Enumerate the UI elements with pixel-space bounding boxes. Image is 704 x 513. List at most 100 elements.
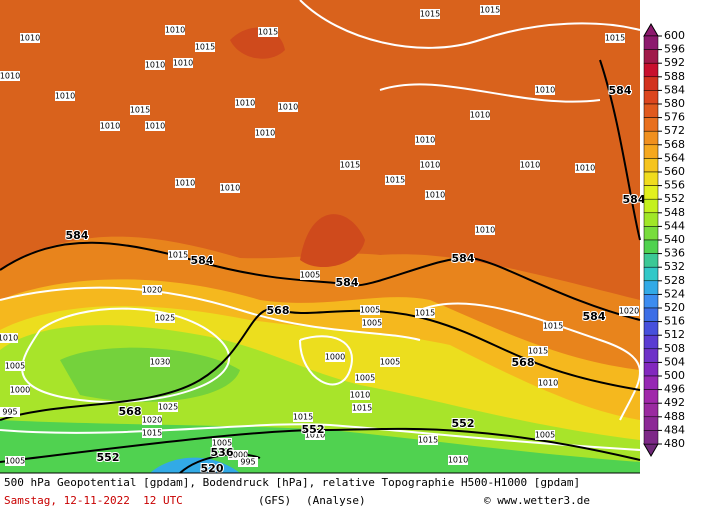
isobar-label-box: [538, 378, 558, 388]
colorbar-bottom-arrow: [643, 443, 659, 457]
isobar-label-box: [305, 430, 325, 440]
footer-date: Samstag, 12-11-2022 12 UTC: [4, 494, 183, 507]
colorbar-label: 564: [664, 151, 685, 164]
isobar-label-box: [362, 318, 382, 328]
isobar-label-box: [543, 321, 563, 331]
isobar-label-box: [415, 135, 435, 145]
isobar-label: 1025: [158, 403, 178, 412]
isobar-label: 1015: [420, 10, 440, 19]
isobar-label: 1005: [360, 306, 380, 315]
isobar-label-box: [258, 27, 278, 37]
colorbar-swatch: [643, 280, 659, 295]
colorbar-swatch: [643, 239, 659, 254]
isobar-label: 1000: [228, 451, 248, 460]
colorbar-swatch: [643, 253, 659, 268]
isobar-label: 1010: [278, 103, 298, 112]
isobar-label: 1010: [538, 379, 558, 388]
isobar-label-box: [158, 402, 178, 412]
isobar-label: 1015: [605, 34, 625, 43]
height-label: 584: [191, 254, 214, 267]
height-label: 552: [302, 423, 325, 436]
isobar-label-box: [175, 178, 195, 188]
isobar-label-box: [535, 430, 555, 440]
footer-run: (Analyse): [306, 494, 366, 507]
isobar-label: 1015: [543, 322, 563, 331]
isobar-label-box: [448, 455, 468, 465]
isobar-label: 1015: [293, 413, 313, 422]
isobar-label: 1005: [300, 271, 320, 280]
isobar-label-box: [528, 346, 548, 356]
isobar-label-box: [293, 412, 313, 422]
isobar-label: 1005: [5, 362, 25, 371]
colorbar-label: 528: [664, 274, 685, 287]
isobar-label: 1015: [195, 43, 215, 52]
isobar-label-box: [420, 160, 440, 170]
isobar-label-box: [0, 71, 20, 81]
isobar-label-box: [165, 25, 185, 35]
colorbar-swatch: [643, 144, 659, 159]
isobar-label: 1025: [155, 314, 175, 323]
isobar-label-box: [360, 305, 380, 315]
isobar-label: 1015: [480, 6, 500, 15]
colorbar-swatch: [643, 185, 659, 200]
colorbar-swatch: [643, 226, 659, 241]
isobar-label-box: [228, 450, 248, 460]
isobar-label: 1015: [142, 429, 162, 438]
isobar-label-box: [575, 163, 595, 173]
isobar-label: 1020: [142, 416, 162, 425]
isobar-label: 1015: [340, 161, 360, 170]
colorbar-label: 508: [664, 342, 685, 355]
isobar-label-box: [20, 33, 40, 43]
isobar-label-box: [340, 160, 360, 170]
colorbar-swatch: [643, 117, 659, 132]
isobar-label: 1010: [220, 184, 240, 193]
isobar-label-box: [278, 102, 298, 112]
isobar-label-box: [300, 270, 320, 280]
colorbar-swatch: [643, 103, 659, 118]
colorbar-label: 588: [664, 70, 685, 83]
isobar-label-box: [145, 121, 165, 131]
colorbar-label: 540: [664, 233, 685, 246]
colorbar-label: 512: [664, 328, 685, 341]
isobar-label: 1020: [142, 286, 162, 295]
colorbar-swatch: [643, 171, 659, 186]
isobar-label: 1015: [528, 347, 548, 356]
isobar-label-box: [142, 285, 162, 295]
isobar-label-box: [173, 58, 193, 68]
height-label: 584: [623, 193, 646, 206]
isobar-label-box: [0, 407, 20, 417]
isobar-label: 1015: [352, 404, 372, 413]
isobar-label: 1010: [420, 161, 440, 170]
isobar-label-box: [142, 428, 162, 438]
isobar-label-box: [145, 60, 165, 70]
isobar-label: 1010: [425, 191, 445, 200]
isobar-label-box: [195, 42, 215, 52]
colorbar-label: 596: [664, 43, 685, 56]
isobar-label-box: [619, 306, 639, 316]
isobar-label: 1005: [535, 431, 555, 440]
isobar-label-box: [10, 385, 30, 395]
isobar-label-box: [100, 121, 120, 131]
isobar-label-box: [520, 160, 540, 170]
isobar-label: 995: [240, 458, 255, 467]
isobars: [0, 0, 641, 451]
isobar-label-box: [55, 91, 75, 101]
isobar-label-box: [235, 98, 255, 108]
isobar-label: 1000: [325, 353, 345, 362]
colorbar-label: 544: [664, 219, 685, 232]
colorbar-label: 572: [664, 124, 685, 137]
isobar-label: 1010: [305, 431, 325, 440]
height-label: 584: [583, 310, 606, 323]
colorbar-swatch: [643, 49, 659, 64]
colorbar-swatch: [643, 158, 659, 173]
isobar-label: 1010: [475, 226, 495, 235]
isobar-label-box: [475, 225, 495, 235]
height-label: 552: [452, 417, 475, 430]
colorbar-label: 548: [664, 206, 685, 219]
isobar-label: 1010: [173, 59, 193, 68]
isobar-label-box: [355, 373, 375, 383]
colorbar-top-arrow: [643, 23, 659, 37]
isobar-label-box: [168, 250, 188, 260]
